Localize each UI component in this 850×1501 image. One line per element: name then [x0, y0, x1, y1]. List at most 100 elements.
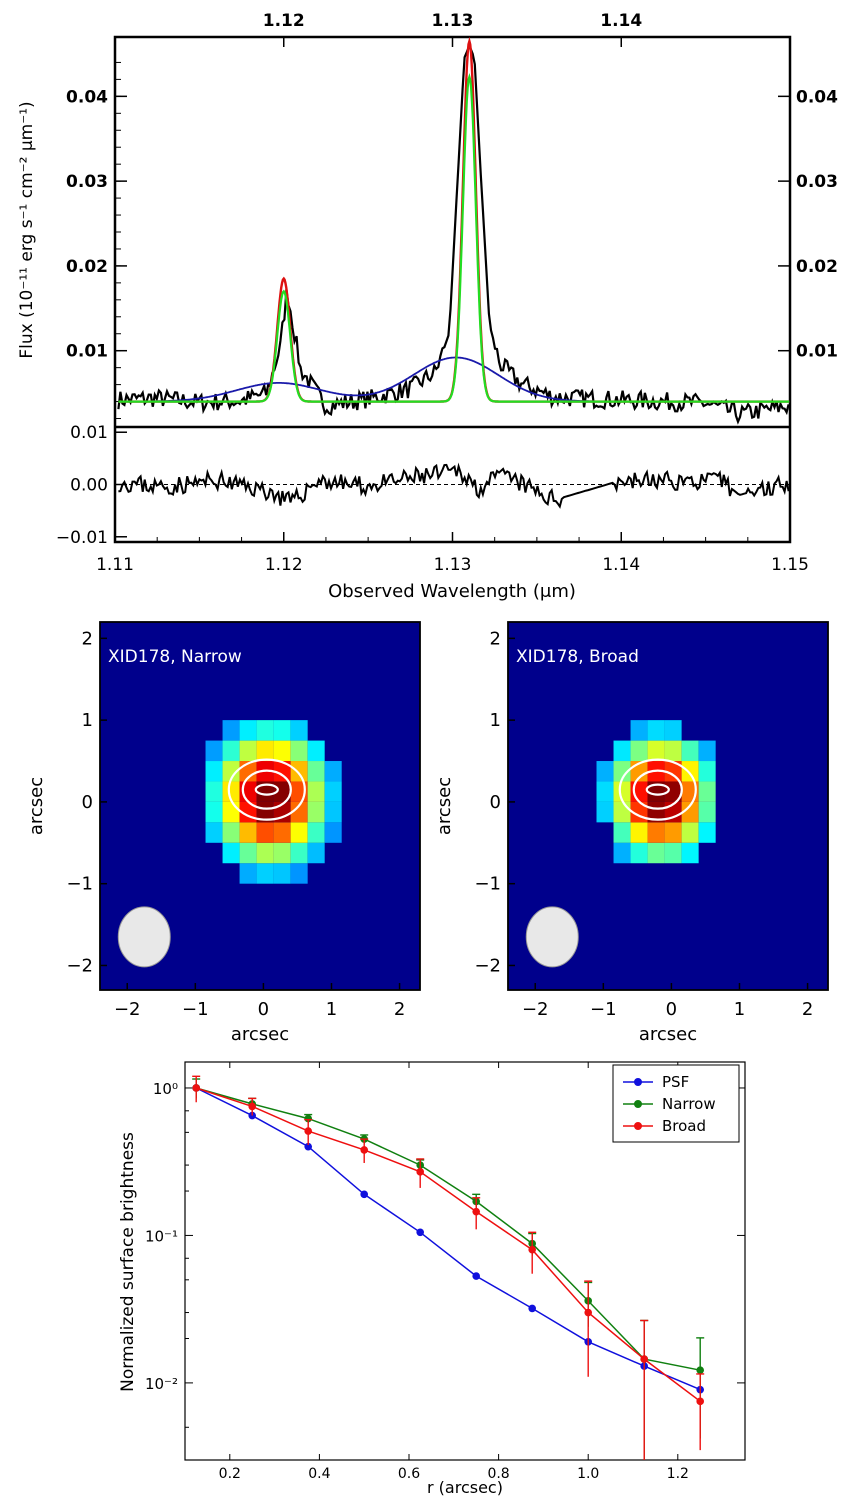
map-x-tick-label: 0	[666, 999, 677, 1020]
map-pixel	[307, 842, 325, 864]
profile-point-narrow	[696, 1366, 704, 1374]
legend-label: PSF	[662, 1073, 689, 1091]
map-pixel	[698, 781, 716, 802]
map-x-tick-label: −1	[182, 999, 209, 1020]
profile-point-psf	[360, 1190, 369, 1199]
map-pixel	[664, 781, 682, 802]
map-pixel	[664, 740, 682, 762]
map-pixel	[596, 801, 614, 823]
profile-x-tick-label: 1.2	[667, 1466, 689, 1482]
spectrum-y-tick-label: 0.02	[66, 257, 108, 277]
map-pixel	[307, 761, 325, 782]
spectrum-x-tick-label: 1.11	[96, 555, 134, 575]
map-pixel	[222, 822, 240, 843]
profile-y-tick-label: 10⁰	[153, 1080, 178, 1098]
map-pixel	[630, 842, 648, 864]
map-pixel	[596, 781, 614, 802]
profile-y-tick-label: 10⁻²	[145, 1375, 178, 1393]
profile-xlabel: r (arcsec)	[427, 1478, 503, 1497]
profile-ylabel: Normalized surface brightness	[118, 1132, 138, 1392]
map-pixel	[664, 842, 682, 864]
map-y-tick-label: −1	[474, 874, 501, 895]
map-pixel	[290, 761, 308, 782]
map-pixel	[256, 720, 274, 741]
map-narrow-panel: −2 −1 0 1 2 2 1 0 −1 −2 XID178, Narrow arcsec arcsec	[26, 621, 421, 1045]
legend-marker	[634, 1100, 642, 1108]
profile-x-tick-label: 0.4	[308, 1466, 330, 1482]
map-pixel	[630, 740, 648, 762]
spectrum-y-tick-label: 0.03	[66, 172, 108, 192]
map-y-tick-label: 1	[490, 710, 501, 731]
spectrum-x-tick-label: 1.14	[602, 555, 640, 575]
legend-marker	[634, 1078, 642, 1086]
map-broad-panel: −2 −1 0 1 2 2 1 0 −1 −2 XID178, Broad arcsec arcsec	[434, 621, 829, 1045]
map-pixel	[647, 720, 665, 741]
spectrum-y-tick-label: 0.04	[66, 87, 108, 107]
map-pixel	[324, 822, 342, 843]
map-y-tick-label: −2	[474, 955, 501, 976]
map-pixel	[290, 842, 308, 864]
spectrum-x-tick-label: 1.15	[771, 555, 809, 575]
map-pixel	[698, 740, 716, 762]
map-pixel	[681, 822, 699, 843]
map-pixel	[256, 740, 274, 762]
map-pixel	[222, 740, 240, 762]
spectrum-ylabel: Flux (10⁻¹¹ erg s⁻¹ cm⁻² μm⁻¹)	[17, 101, 37, 358]
map-pixel	[273, 842, 291, 864]
map-pixel	[273, 761, 291, 782]
residual-y-tick-label: −0.01	[56, 528, 108, 548]
map-pixel	[290, 822, 308, 843]
map-y-tick-label: 2	[490, 628, 501, 649]
map-frame	[507, 621, 829, 991]
map-x-tick-label: 1	[326, 999, 337, 1020]
beam-ellipse	[525, 906, 579, 968]
map-pixel	[239, 720, 257, 741]
profile-point-broad	[696, 1397, 704, 1406]
profile-frame	[184, 1061, 746, 1461]
map-pixel	[290, 740, 308, 762]
map-pixel	[205, 822, 223, 843]
map-contour	[645, 783, 670, 796]
map-pixel	[273, 720, 291, 741]
residual-y-tick-label: 0.01	[70, 423, 108, 443]
map-pixel	[222, 720, 240, 741]
profile-point-psf	[528, 1304, 536, 1313]
map-pixel	[307, 740, 325, 762]
profile-point-broad	[192, 1084, 200, 1092]
map-pixel	[307, 801, 325, 823]
map-pixel	[681, 740, 699, 762]
map-pixel	[273, 781, 291, 802]
legend-label: Broad	[662, 1117, 706, 1135]
profile-point-broad	[416, 1168, 425, 1176]
profile-line-narrow	[195, 1087, 701, 1371]
map-contour	[254, 783, 279, 796]
spectrum-top-tick-label: 1.14	[600, 11, 642, 31]
map-frame	[99, 621, 421, 991]
profile-line-psf	[195, 1087, 701, 1391]
map-y-tick-label: 0	[82, 792, 93, 813]
map-x-tick-label: −2	[114, 999, 141, 1020]
profile-panel: 0.2 0.4 0.6 0.8 1.0 1.2 10⁰ 10⁻¹ 10⁻² r (arcsec)…	[118, 1061, 746, 1497]
map-pixel	[664, 822, 682, 843]
map-title: XID178, Narrow	[108, 647, 242, 667]
map-x-tick-label: 2	[394, 999, 405, 1020]
map-pixel	[307, 822, 325, 843]
map-pixel	[273, 863, 291, 884]
map-pixel	[613, 822, 631, 843]
map-pixel	[630, 822, 648, 843]
map-pixel	[239, 740, 257, 762]
residual-y-tick-label: 0.00	[70, 476, 108, 496]
map-contour	[618, 758, 697, 821]
profile-x-tick-label: 0.8	[487, 1466, 509, 1482]
map-pixel	[222, 842, 240, 864]
narrow-component-line	[118, 73, 790, 403]
profile-point-broad	[528, 1245, 536, 1254]
residual-line	[118, 462, 790, 509]
map-pixel	[613, 842, 631, 864]
map-pixel	[290, 801, 308, 823]
spectrum-y-tick-label-right: 0.04	[796, 87, 838, 107]
map-pixel	[681, 842, 699, 864]
map-pixel	[324, 761, 342, 782]
map-pixel	[664, 761, 682, 782]
map-pixel	[647, 842, 665, 864]
